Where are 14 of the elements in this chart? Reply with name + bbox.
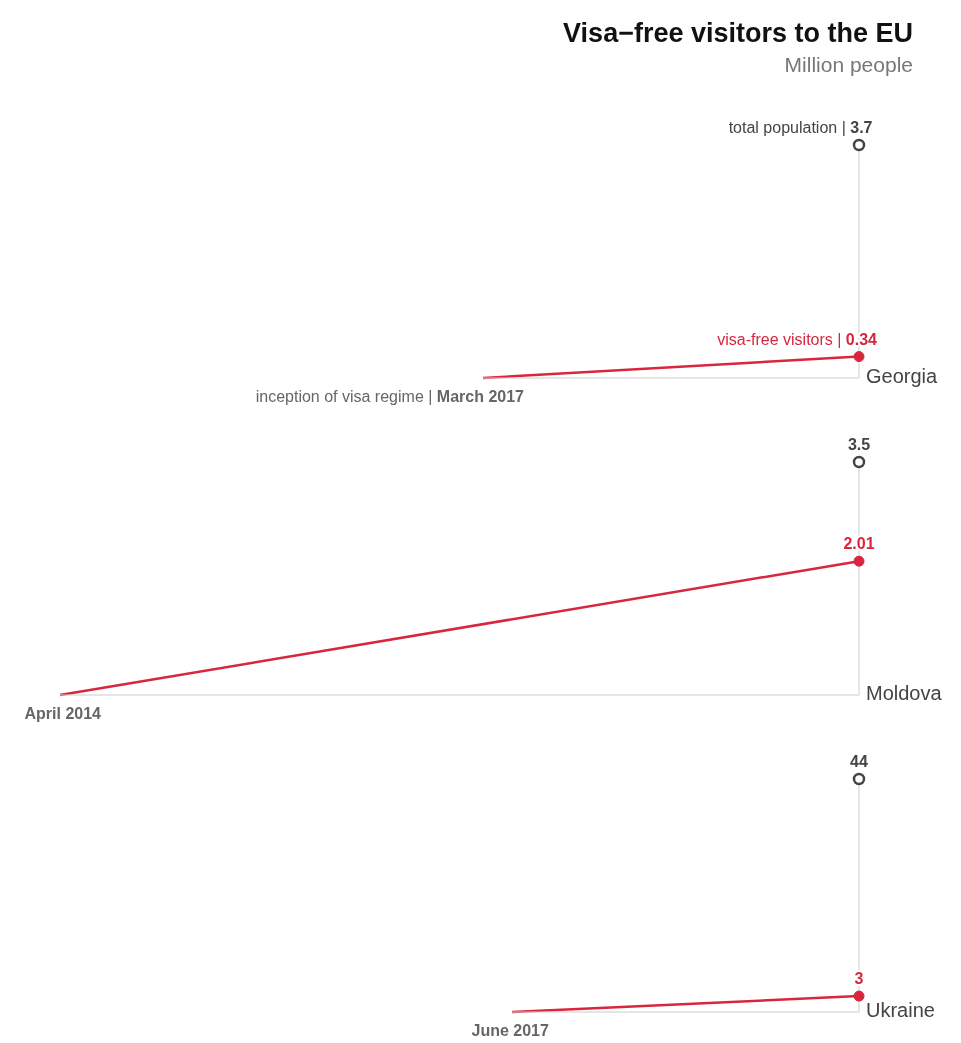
data-label: 3.5 xyxy=(847,436,871,453)
chart-title: Visa−free visitors to the EU xyxy=(562,17,913,49)
x-axis-title: Moldova xyxy=(866,682,942,705)
data-label: 44 xyxy=(850,753,868,770)
text: April 2014 xyxy=(24,705,102,722)
data-label: visa-free visitors | 0.34 xyxy=(717,330,878,348)
chart-subtitle: Million people xyxy=(783,53,913,77)
x-axis-title: Ukraine xyxy=(866,999,935,1022)
text: inception of visa regime | March 2017 xyxy=(255,388,525,405)
text: June 2017 xyxy=(471,1022,549,1039)
x-axis-title: Georgia xyxy=(866,365,938,388)
data-label: 3 xyxy=(854,970,864,988)
data-label: 2.01 xyxy=(843,535,875,553)
data-label: total population | 3.7 xyxy=(728,119,873,136)
